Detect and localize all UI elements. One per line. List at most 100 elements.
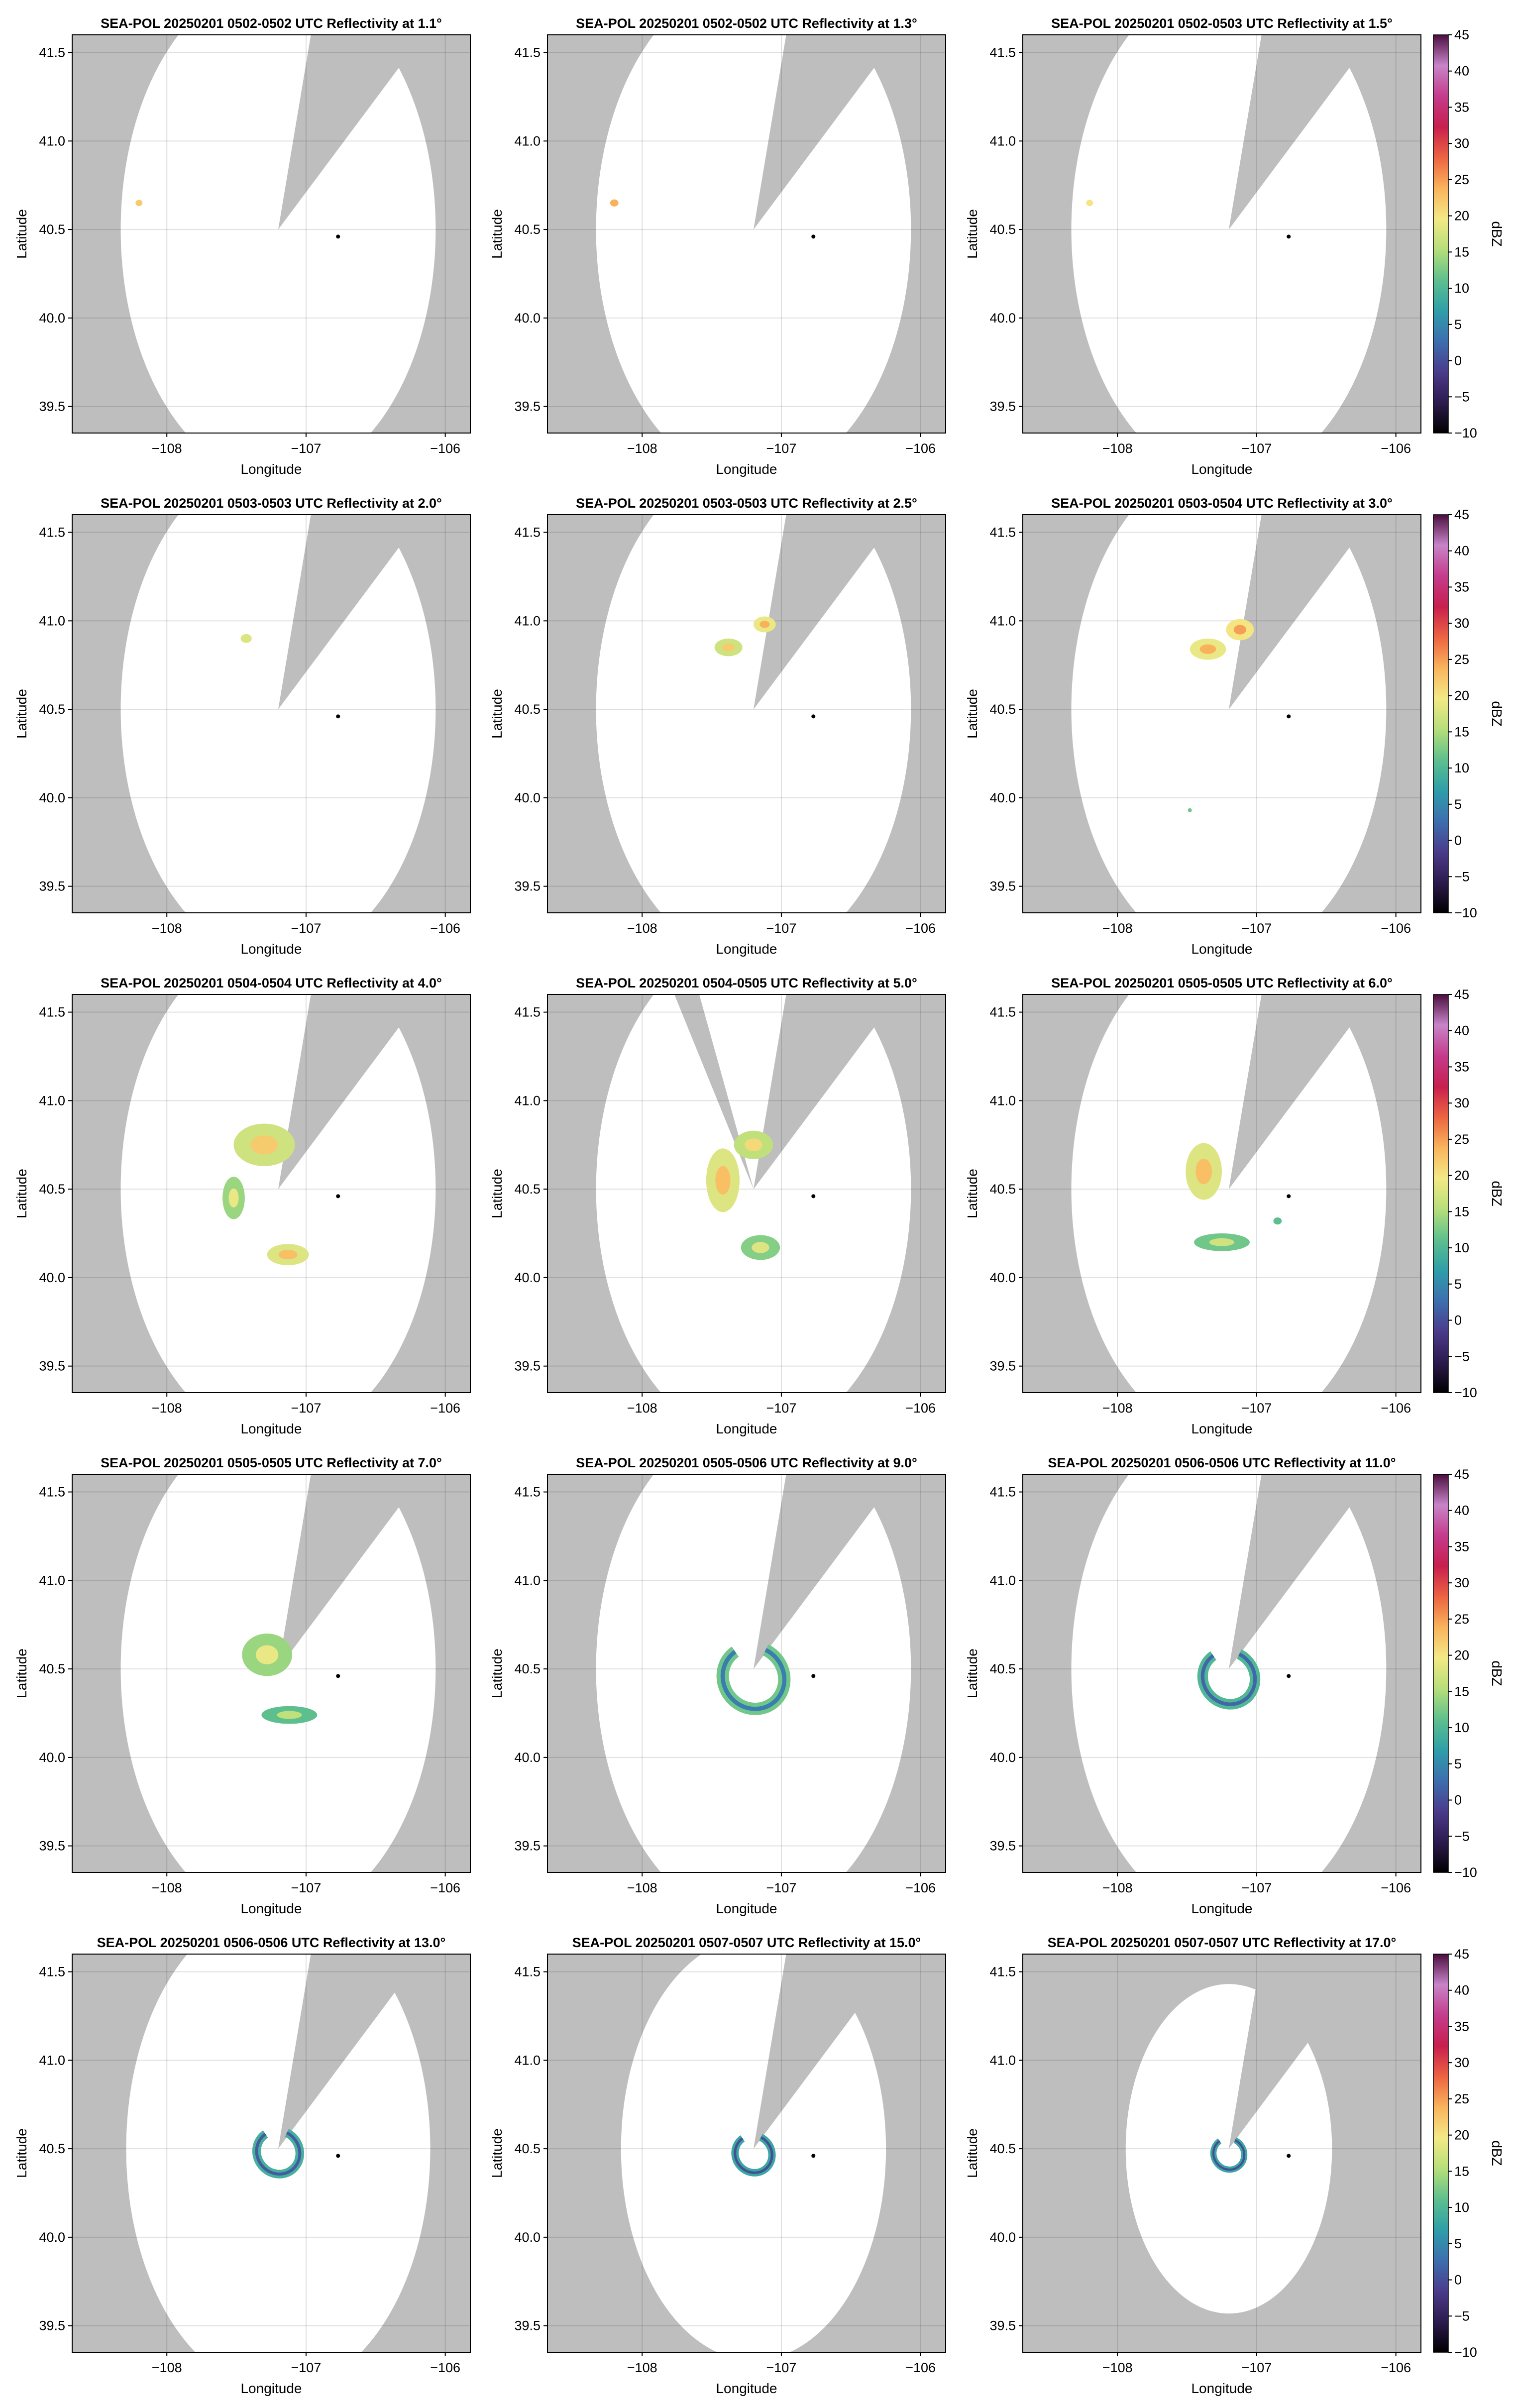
colorbar-tick-label: 40 (1454, 544, 1469, 558)
x-tick-label: −108 (1102, 441, 1133, 456)
colorbar-tick-label: 30 (1454, 616, 1469, 631)
y-tick-label: 40.5 (514, 222, 541, 237)
colorbar-tick-label: 40 (1454, 1503, 1469, 1518)
colorbar-tick-label: 15 (1454, 2164, 1469, 2179)
axes-frame (1022, 1954, 1421, 2353)
colorbar-tick-label: 15 (1454, 244, 1469, 259)
axes-frame (547, 34, 946, 434)
colorbar-tick-label: 35 (1454, 579, 1469, 594)
x-tick-label: −107 (1242, 2360, 1272, 2375)
colorbar-gradient (1433, 1954, 1449, 2353)
axes-frame (547, 1474, 946, 1873)
x-tick-label: −106 (1381, 441, 1411, 456)
axes-frame (72, 1474, 471, 1873)
site-marker (811, 234, 816, 239)
colorbar-tick-label: 25 (1454, 1132, 1469, 1147)
colorbar-tick-label: 5 (1454, 2236, 1462, 2251)
colorbar-tick-label: 0 (1454, 1793, 1462, 1808)
colorbar-tick-label: 35 (1454, 1059, 1469, 1074)
x-axis-label: Longitude (1191, 2381, 1252, 2396)
panel-title: SEA-POL 20250201 0504-0505 UTC Reflectiv… (576, 976, 917, 990)
reflectivity-core (745, 1138, 762, 1152)
colorbar-gradient (1433, 1474, 1449, 1873)
y-tick-label: 40.5 (989, 1661, 1016, 1676)
x-tick-label: −108 (1102, 2360, 1133, 2375)
colorbar-label: dBZ (1489, 701, 1505, 726)
colorbar: 45 40 35 30 25 20 15 10 5 0 −5 −10 dBZ (1433, 1947, 1505, 2360)
panel-title: SEA-POL 20250201 0506-0506 UTC Reflectiv… (97, 1935, 446, 1950)
y-tick-label: 41.0 (514, 1573, 541, 1588)
y-tick-label: 40.5 (514, 1661, 541, 1676)
y-tick-label: 39.5 (989, 1359, 1016, 1374)
y-tick-label: 41.5 (39, 45, 65, 60)
axes-frame (72, 34, 471, 434)
radar-panel: −108 −107 −106 39.5 40.0 40.5 41.0 41.5 Longitud… (489, 16, 946, 477)
x-axis-label: Longitude (716, 2381, 777, 2396)
radar-coverage (120, 994, 436, 1393)
y-tick-label: 39.5 (989, 1839, 1016, 1854)
reflectivity-echo-edge (734, 2134, 773, 2174)
colorbar-tick-label: 15 (1454, 724, 1469, 739)
colorbar-tick-label: 5 (1454, 797, 1462, 812)
x-tick-label: −106 (1381, 1880, 1411, 1895)
y-tick-label: 41.5 (514, 45, 541, 60)
x-tick-label: −108 (152, 1880, 182, 1895)
reflectivity-echo-edge (255, 2129, 302, 2176)
y-tick-label: 40.5 (514, 2141, 541, 2156)
site-marker (1287, 1674, 1291, 1678)
x-tick-label: −106 (1381, 2360, 1411, 2375)
y-tick-label: 41.5 (514, 525, 541, 540)
radar-coverage (621, 1954, 886, 2352)
y-tick-label: 41.5 (39, 1485, 65, 1500)
x-tick-label: −106 (905, 1401, 936, 1416)
y-tick-label: 41.0 (514, 613, 541, 628)
colorbar-tick-label: 25 (1454, 172, 1469, 187)
x-tick-label: −106 (430, 2360, 460, 2375)
radar-panel: −108 −107 −106 39.5 40.0 40.5 41.0 41.5 Longitud… (14, 1935, 471, 2396)
reflectivity-echo-edge (1212, 2137, 1246, 2171)
y-tick-label: 40.5 (39, 1182, 65, 1197)
colorbar-tick-label: 45 (1454, 27, 1469, 42)
y-tick-label: 40.5 (514, 702, 541, 717)
y-tick-label: 41.0 (989, 133, 1016, 148)
x-tick-label: −107 (766, 441, 797, 456)
y-tick-label: 39.5 (39, 2318, 65, 2333)
x-tick-label: −106 (905, 1880, 936, 1895)
colorbar-tick-label: −10 (1454, 1385, 1477, 1400)
y-tick-label: 39.5 (39, 1839, 65, 1854)
radar-coverage (596, 1474, 911, 1872)
y-axis-label: Latitude (965, 1648, 980, 1698)
y-axis-label: Latitude (965, 2128, 980, 2178)
y-tick-label: 41.5 (989, 525, 1016, 540)
panel-title: SEA-POL 20250201 0505-0506 UTC Reflectiv… (576, 1455, 917, 1470)
x-axis-label: Longitude (1191, 1901, 1252, 1916)
colorbar-tick-label: 45 (1454, 1947, 1469, 1962)
panel-title: SEA-POL 20250201 0504-0504 UTC Reflectiv… (101, 976, 442, 990)
y-tick-label: 39.5 (514, 399, 541, 414)
site-marker (336, 714, 340, 719)
y-axis-label: Latitude (965, 209, 980, 259)
radar-coverage (1071, 994, 1387, 1393)
colorbar-tick-label: −10 (1454, 2345, 1477, 2360)
colorbar-tick-label: 15 (1454, 1684, 1469, 1699)
panel-title: SEA-POL 20250201 0506-0506 UTC Reflectiv… (1048, 1455, 1396, 1470)
x-tick-label: −108 (627, 441, 657, 456)
y-tick-label: 41.5 (514, 1005, 541, 1020)
colorbar-tick-label: 0 (1454, 2273, 1462, 2288)
y-tick-label: 39.5 (514, 879, 541, 894)
y-tick-label: 40.5 (39, 222, 65, 237)
y-tick-label: 41.0 (39, 1573, 65, 1588)
y-tick-label: 41.5 (989, 45, 1016, 60)
x-tick-label: −107 (291, 441, 322, 456)
radar-panel: −108 −107 −106 39.5 40.0 40.5 41.0 41.5 Longitud… (14, 976, 471, 1436)
radar-panel: −108 −107 −106 39.5 40.0 40.5 41.0 41.5 Longitud… (965, 1935, 1421, 2396)
colorbar-tick-label: −10 (1454, 426, 1477, 440)
colorbar-tick-label: 10 (1454, 2200, 1469, 2215)
colorbar: 45 40 35 30 25 20 15 10 5 0 −5 −10 dBZ (1433, 987, 1505, 1400)
colorbar-tick-label: 25 (1454, 1612, 1469, 1627)
colorbar-tick-label: 35 (1454, 2019, 1469, 2034)
y-axis-label: Latitude (965, 689, 980, 739)
y-axis-label: Latitude (489, 1169, 505, 1218)
reflectivity-echo (1273, 1217, 1282, 1225)
y-tick-label: 40.5 (989, 702, 1016, 717)
